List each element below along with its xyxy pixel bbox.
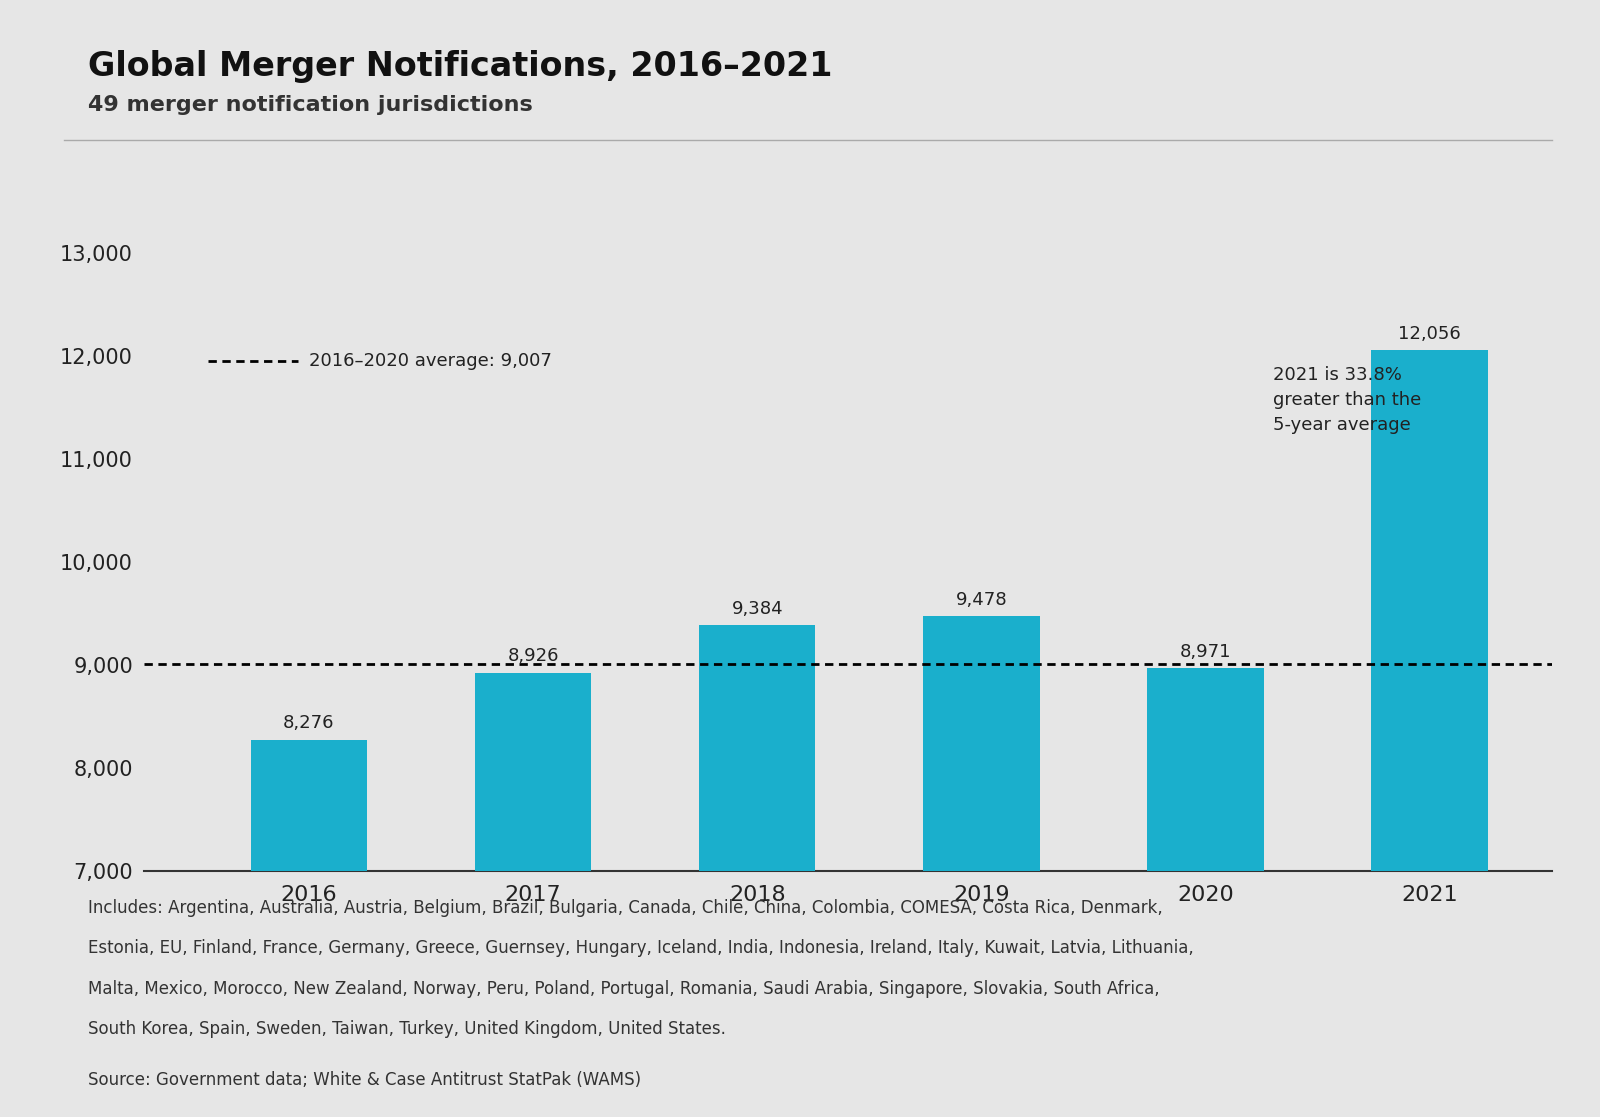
Text: Global Merger Notifications, 2016–2021: Global Merger Notifications, 2016–2021 — [88, 50, 832, 84]
Bar — [251, 739, 366, 1117]
Text: Source: Government data; White & Case Antitrust StatPak (WAMS): Source: Government data; White & Case An… — [88, 1071, 642, 1089]
Bar — [1371, 350, 1488, 1117]
Text: Malta, Mexico, Morocco, New Zealand, Norway, Peru, Poland, Portugal, Romania, Sa: Malta, Mexico, Morocco, New Zealand, Nor… — [88, 980, 1160, 997]
Bar — [923, 615, 1040, 1117]
Text: 2021 is 33.8%
greater than the
5-year average: 2021 is 33.8% greater than the 5-year av… — [1272, 366, 1421, 435]
Text: 49 merger notification jurisdictions: 49 merger notification jurisdictions — [88, 95, 533, 115]
Text: 2016–2020 average: 9,007: 2016–2020 average: 9,007 — [309, 352, 552, 370]
Text: 9,384: 9,384 — [731, 600, 782, 618]
Text: 9,478: 9,478 — [955, 591, 1006, 609]
Text: South Korea, Spain, Sweden, Taiwan, Turkey, United Kingdom, United States.: South Korea, Spain, Sweden, Taiwan, Turk… — [88, 1020, 726, 1038]
Text: 8,926: 8,926 — [507, 648, 558, 666]
Bar — [1147, 668, 1264, 1117]
Bar — [699, 626, 816, 1117]
Text: Includes: Argentina, Australia, Austria, Belgium, Brazil, Bulgaria, Canada, Chil: Includes: Argentina, Australia, Austria,… — [88, 899, 1163, 917]
Text: Estonia, EU, Finland, France, Germany, Greece, Guernsey, Hungary, Iceland, India: Estonia, EU, Finland, France, Germany, G… — [88, 939, 1194, 957]
Text: 8,276: 8,276 — [283, 715, 334, 733]
Text: 12,056: 12,056 — [1398, 325, 1461, 343]
Bar — [475, 672, 592, 1117]
Text: 8,971: 8,971 — [1179, 642, 1232, 661]
